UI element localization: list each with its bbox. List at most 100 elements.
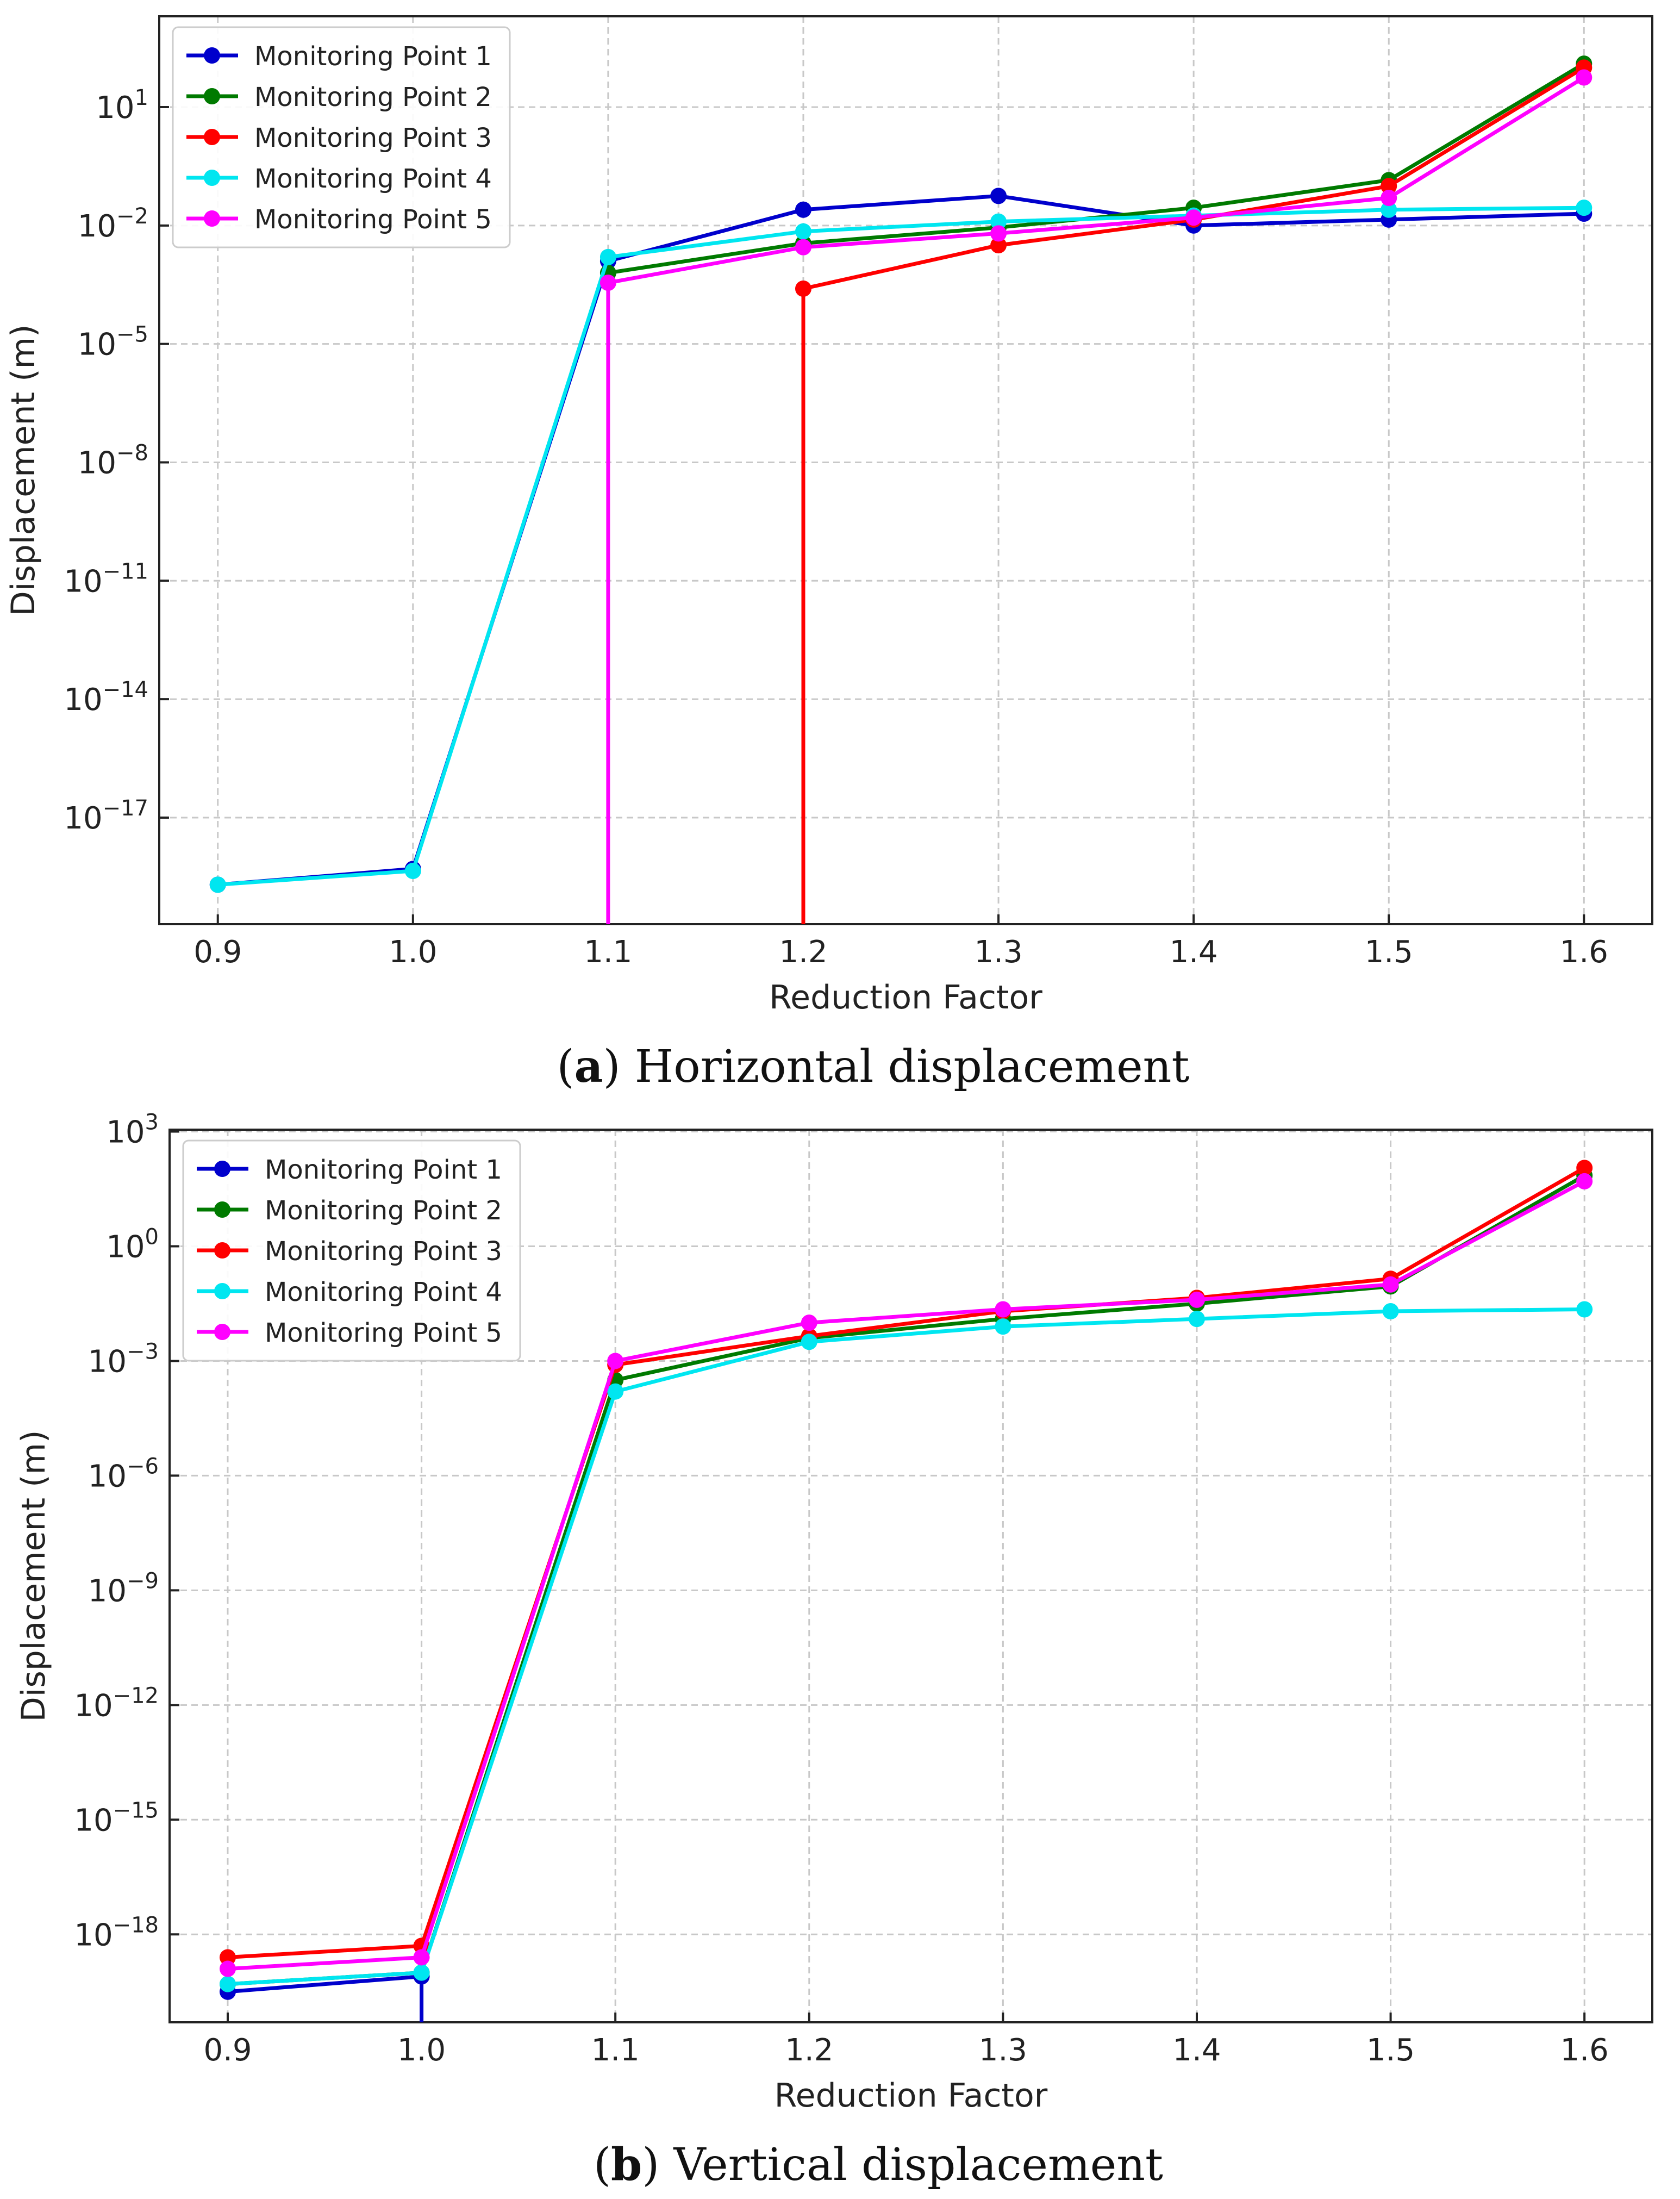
data-point bbox=[801, 1334, 817, 1350]
y-axis-title: Displacement (m) bbox=[4, 325, 42, 616]
data-point bbox=[795, 201, 811, 218]
y-tick-label: 101 bbox=[96, 85, 148, 126]
y-tick-label: 10−9 bbox=[88, 1568, 159, 1609]
legend-marker bbox=[204, 210, 220, 227]
y-tick-label: 10−2 bbox=[78, 204, 148, 244]
series-line bbox=[227, 1166, 1585, 1959]
legend-label: Monitoring Point 1 bbox=[254, 41, 492, 72]
data-point bbox=[219, 1960, 236, 1977]
data-point bbox=[404, 862, 421, 879]
data-point bbox=[1576, 69, 1592, 86]
data-point bbox=[1185, 209, 1202, 226]
legend-marker bbox=[214, 1201, 230, 1218]
plot-frame bbox=[168, 1129, 1653, 2023]
series-line bbox=[227, 1179, 1585, 1971]
legend-marker bbox=[204, 88, 220, 104]
y-tick-label: 10−6 bbox=[88, 1454, 159, 1494]
y-tick-label: 10−14 bbox=[64, 677, 148, 718]
legend-label: Monitoring Point 4 bbox=[265, 1277, 502, 1307]
y-tick-label: 100 bbox=[106, 1224, 159, 1264]
data-point bbox=[1576, 1173, 1593, 1189]
x-tick-label: 1.3 bbox=[979, 2033, 1027, 2068]
data-point bbox=[1382, 1303, 1399, 1320]
x-tick-label: 1.2 bbox=[785, 2033, 833, 2068]
data-point bbox=[990, 237, 1007, 254]
series-line bbox=[227, 1307, 1585, 1986]
legend-label: Monitoring Point 2 bbox=[265, 1195, 502, 1226]
x-tick-label: 0.9 bbox=[203, 2033, 252, 2068]
data-point bbox=[219, 1949, 236, 1966]
x-tick-label: 1.3 bbox=[975, 935, 1023, 970]
legend-label: Monitoring Point 5 bbox=[254, 204, 492, 235]
data-point bbox=[795, 239, 811, 256]
data-point bbox=[1576, 200, 1592, 216]
legend-marker bbox=[204, 129, 220, 145]
data-point bbox=[607, 1353, 624, 1369]
data-point bbox=[1576, 1160, 1593, 1176]
x-tick-label: 1.6 bbox=[1560, 2033, 1609, 2068]
plot-frame bbox=[158, 15, 1653, 925]
chart-b: 0.9 1.0 1.1 1.2 1.3 1.4 1.5 1.6 103 100 10−3 10−6 10… bbox=[15, 1110, 1653, 2191]
x-tick-label: 1.1 bbox=[591, 2033, 640, 2068]
data-point bbox=[990, 188, 1007, 204]
legend-label: Monitoring Point 2 bbox=[254, 82, 492, 113]
caption: (b) Vertical displacement bbox=[594, 2139, 1163, 2191]
y-tick-label: 10−15 bbox=[74, 1798, 159, 1838]
x-axis-title: Reduction Factor bbox=[769, 979, 1042, 1017]
caption: (a) Horizontal displacement bbox=[557, 1041, 1190, 1093]
data-point bbox=[795, 281, 811, 297]
x-tick-label: 1.0 bbox=[389, 935, 437, 970]
y-tick-label: 103 bbox=[106, 1110, 159, 1150]
y-tick-label: 10−3 bbox=[88, 1339, 159, 1379]
x-tick-label: 1.5 bbox=[1365, 935, 1413, 970]
data-point bbox=[990, 213, 1007, 230]
data-point bbox=[607, 1383, 624, 1400]
legend-marker bbox=[204, 170, 220, 186]
x-tick-label: 1.4 bbox=[1170, 935, 1218, 970]
data-point bbox=[209, 876, 226, 893]
data-point bbox=[1382, 1276, 1399, 1293]
data-point bbox=[995, 1301, 1011, 1318]
data-point bbox=[1188, 1291, 1205, 1308]
data-point bbox=[1381, 178, 1397, 195]
series-line bbox=[801, 66, 1585, 924]
legend-label: Monitoring Point 3 bbox=[265, 1236, 502, 1267]
legend-marker bbox=[214, 1324, 230, 1340]
series-line bbox=[217, 205, 1584, 887]
x-tick-label: 1.6 bbox=[1560, 935, 1608, 970]
y-tick-label: 10−18 bbox=[74, 1913, 159, 1953]
legend-label: Monitoring Point 1 bbox=[265, 1155, 502, 1185]
y-tick-label: 10−5 bbox=[78, 322, 148, 363]
chart-a: 0.9 1.0 1.1 1.2 1.3 1.4 1.5 1.6 101 10−2 10−5 10−8 1… bbox=[4, 15, 1653, 1093]
data-point bbox=[1381, 190, 1397, 206]
legend-marker bbox=[214, 1161, 230, 1177]
y-tick-label: 10−17 bbox=[64, 796, 148, 836]
x-tick-label: 1.5 bbox=[1366, 2033, 1415, 2068]
legend-marker bbox=[214, 1242, 230, 1259]
data-point bbox=[990, 225, 1007, 242]
data-point bbox=[413, 1964, 430, 1981]
series-group bbox=[219, 1160, 1593, 2022]
x-tick-label: 1.1 bbox=[584, 935, 632, 970]
x-tick-label: 1.0 bbox=[397, 2033, 446, 2068]
y-tick-label: 10−8 bbox=[78, 440, 148, 481]
legend-marker bbox=[204, 47, 220, 64]
legend-box bbox=[182, 1139, 521, 1362]
y-tick-label: 10−12 bbox=[74, 1683, 159, 1723]
series-group bbox=[209, 55, 1592, 924]
data-point bbox=[1576, 1301, 1593, 1318]
x-tick-label: 1.4 bbox=[1172, 2033, 1221, 2068]
series-line bbox=[606, 76, 1585, 924]
x-axis-title: Reduction Factor bbox=[775, 2077, 1048, 2115]
legend-marker bbox=[214, 1283, 230, 1299]
data-point bbox=[599, 275, 616, 291]
series-line bbox=[217, 194, 1584, 887]
legend-label: Monitoring Point 4 bbox=[254, 164, 492, 194]
data-point bbox=[219, 1976, 236, 1992]
data-point bbox=[801, 1315, 817, 1331]
data-point bbox=[599, 248, 616, 265]
data-point bbox=[1381, 201, 1397, 218]
data-point bbox=[1188, 1311, 1205, 1328]
legend-label: Monitoring Point 3 bbox=[254, 123, 492, 153]
